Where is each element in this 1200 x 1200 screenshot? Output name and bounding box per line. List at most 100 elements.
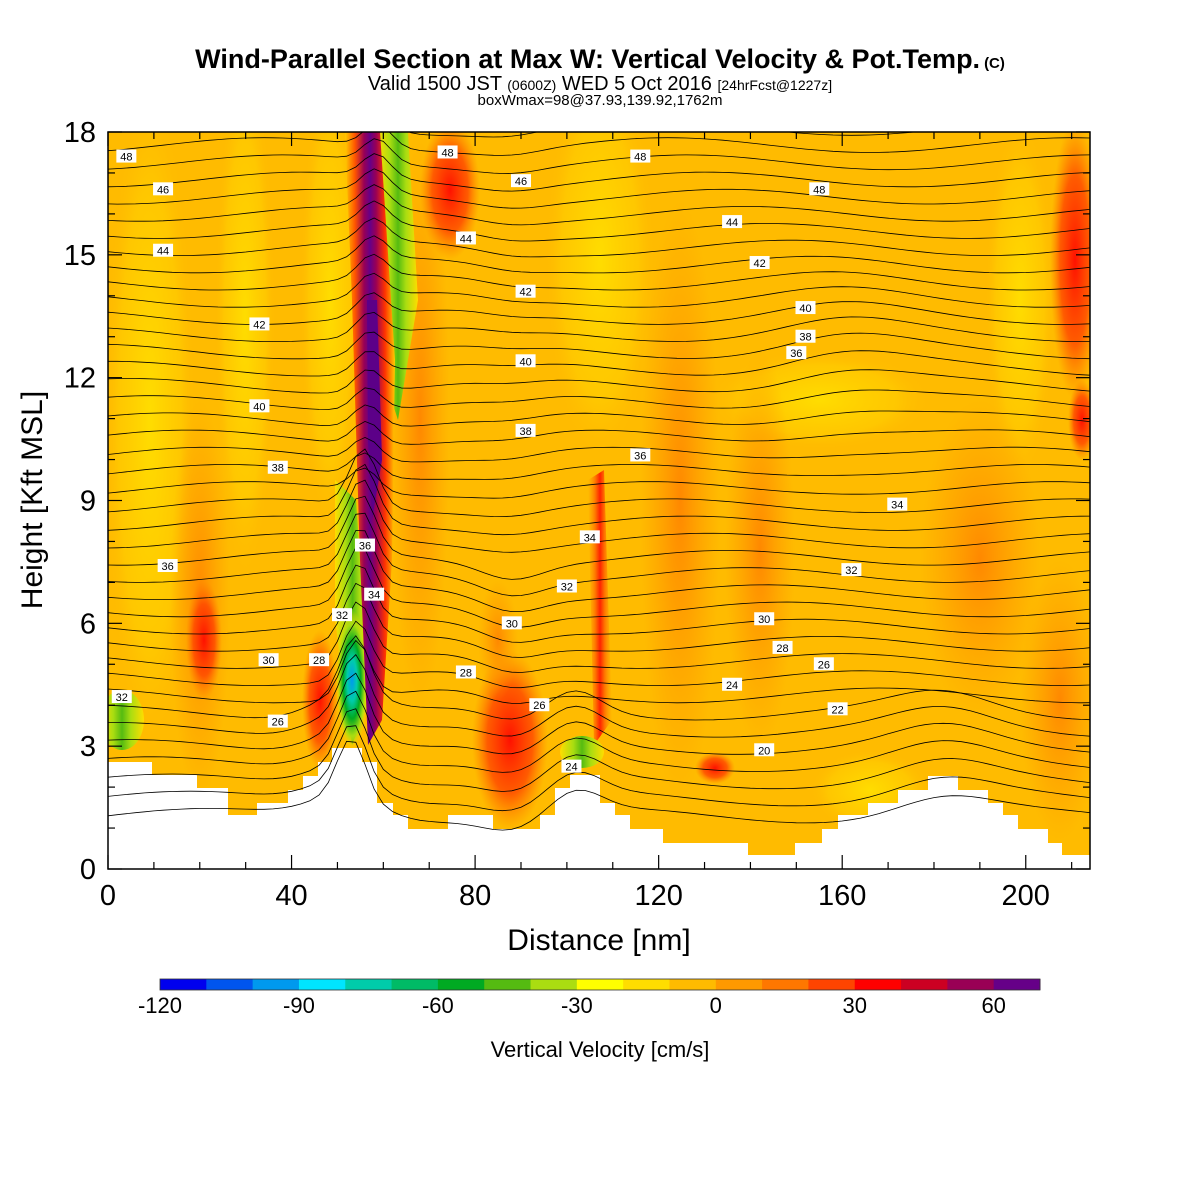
colorbar-swatch xyxy=(947,979,995,990)
theta-label-text: 30 xyxy=(506,618,518,630)
y-tick-label: 3 xyxy=(80,731,96,763)
theta-label-text: 32 xyxy=(116,692,128,704)
theta-label-bg xyxy=(354,538,375,552)
theta-label: 32 xyxy=(841,563,862,577)
theta-label-bg xyxy=(772,640,793,654)
theta-label-bg xyxy=(258,653,279,667)
theta-label-text: 26 xyxy=(272,717,284,729)
theta-label: 42 xyxy=(749,256,770,270)
theta-label-text: 32 xyxy=(336,610,348,622)
colorbar-title: Vertical Velocity [cm/s] xyxy=(491,1037,710,1062)
theta-label-bg xyxy=(841,563,862,577)
theta-contour-line xyxy=(108,311,1090,342)
y-tick-label: 12 xyxy=(64,363,96,395)
theta-label-bg xyxy=(249,399,270,413)
theta-contour-line xyxy=(108,639,1090,704)
theta-contour-line xyxy=(108,138,1090,174)
chart-title: Wind-Parallel Section at Max W: Vertical… xyxy=(0,44,1200,75)
theta-contour-line xyxy=(108,530,1090,612)
theta-label: 28 xyxy=(772,640,793,655)
colorbar-tick-label: -90 xyxy=(283,993,315,1018)
x-tick-label: 40 xyxy=(275,880,307,912)
theta-label-text: 36 xyxy=(634,450,646,462)
theta-label-bg xyxy=(786,346,807,360)
theta-label-bg xyxy=(116,149,137,163)
theta-label-bg xyxy=(501,616,522,630)
colorbar-tick-label: 30 xyxy=(842,993,866,1018)
theta-label-text: 36 xyxy=(359,541,371,553)
theta-label-text: 26 xyxy=(818,659,830,671)
colorbar-swatch xyxy=(669,979,717,990)
theta-label-bg xyxy=(529,698,550,712)
theta-label: 38 xyxy=(795,329,816,344)
theta-contour-line xyxy=(108,601,1090,673)
theta-label-bg xyxy=(267,714,288,728)
theta-label-text: 44 xyxy=(157,246,169,258)
theta-label-bg xyxy=(364,587,385,601)
theta-label-bg xyxy=(111,690,132,704)
theta-label: 36 xyxy=(157,559,178,573)
colorbar-swatch xyxy=(298,979,346,990)
theta-label-text: 28 xyxy=(776,643,788,655)
theta-contour-line xyxy=(108,404,1090,427)
theta-label-bg xyxy=(267,460,288,474)
theta-label: 34 xyxy=(364,587,385,602)
theta-label: 30 xyxy=(754,612,775,626)
theta-contour-line xyxy=(108,654,1090,738)
theta-label-bg xyxy=(515,354,536,368)
theta-label-bg xyxy=(809,182,830,196)
theta-contour-line xyxy=(108,495,1090,580)
theta-label: 24 xyxy=(561,759,582,774)
theta-label: 28 xyxy=(455,665,476,679)
theta-label-bg xyxy=(754,743,775,757)
theta-label: 48 xyxy=(809,182,830,196)
theta-label-bg xyxy=(795,301,816,315)
theta-contour-line xyxy=(108,740,1090,831)
theta-label: 32 xyxy=(556,579,577,593)
colorbar-swatch xyxy=(206,979,254,990)
theta-label: 48 xyxy=(437,145,458,159)
theta-label: 34 xyxy=(579,530,600,544)
theta-contour-line xyxy=(108,546,1090,628)
theta-contour-line xyxy=(108,467,1090,499)
colorbar-swatch xyxy=(762,979,809,990)
theta-contour-line xyxy=(108,582,1090,658)
theta-label-text: 44 xyxy=(460,233,472,245)
theta-contour-line xyxy=(108,168,1090,209)
theta-label-text: 24 xyxy=(726,680,738,692)
theta-label-text: 42 xyxy=(753,258,765,270)
theta-label-bg xyxy=(561,759,582,773)
y-tick-label: 18 xyxy=(64,117,96,149)
theta-label-bg xyxy=(510,174,531,188)
valid-date: WED 5 Oct 2016 xyxy=(561,73,712,95)
theta-label: 38 xyxy=(515,423,536,438)
colorbar-swatch xyxy=(623,979,670,990)
theta-label-text: 30 xyxy=(758,614,770,626)
theta-label-text: 42 xyxy=(253,319,265,331)
colorbar-swatch xyxy=(715,979,763,990)
theta-label: 40 xyxy=(249,399,270,413)
theta-label-text: 38 xyxy=(799,332,811,344)
theta-label-text: 34 xyxy=(891,500,903,512)
theta-label: 36 xyxy=(630,448,651,462)
colorbar-swatch xyxy=(160,979,207,990)
colorbar-swatch xyxy=(437,979,485,990)
theta-label: 26 xyxy=(267,714,288,729)
theta-contour-line xyxy=(108,217,1090,258)
theta-contour-line xyxy=(108,331,1090,360)
theta-contour-line xyxy=(108,200,1090,242)
x-tick-label: 80 xyxy=(459,880,491,912)
theta-label: 20 xyxy=(754,743,775,757)
vertical-velocity-field xyxy=(108,132,1090,869)
theta-label-text: 38 xyxy=(519,426,531,438)
theta-label-text: 28 xyxy=(460,667,472,679)
theta-contour-line xyxy=(108,512,1090,597)
theta-label-text: 44 xyxy=(726,217,738,229)
theta-label-bg xyxy=(722,677,743,691)
theta-label-bg xyxy=(249,317,270,331)
theta-label-bg xyxy=(579,530,600,544)
theta-contour-line xyxy=(108,272,1090,308)
theta-contour-line xyxy=(108,350,1090,377)
